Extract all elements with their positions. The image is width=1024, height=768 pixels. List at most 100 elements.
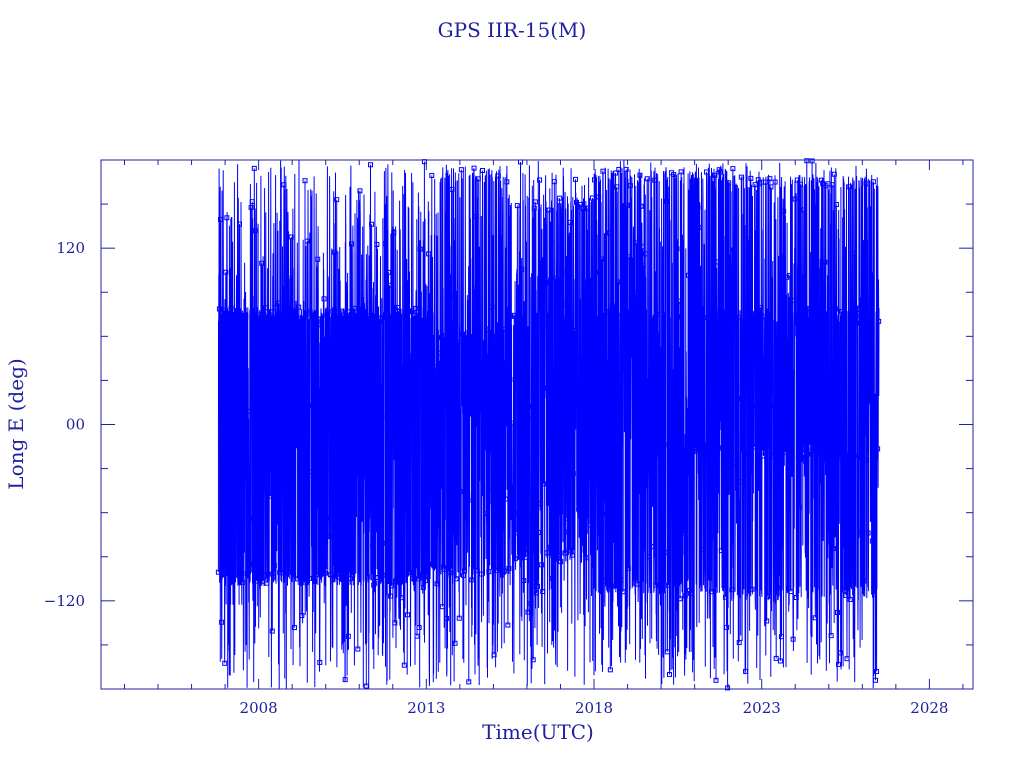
data-point <box>857 305 863 311</box>
data-point <box>556 552 562 558</box>
data-point <box>451 331 457 337</box>
data-point <box>443 333 449 339</box>
data-point <box>288 234 294 240</box>
data-point <box>417 246 423 252</box>
data-point <box>295 576 301 582</box>
data-point <box>303 381 309 387</box>
data-point <box>696 224 702 230</box>
data-point <box>347 576 353 582</box>
data-point <box>270 570 276 576</box>
data-point <box>646 554 652 560</box>
data-point <box>796 504 802 510</box>
data-point <box>633 530 639 536</box>
data-point <box>695 204 701 210</box>
data-point <box>792 196 798 202</box>
data-point <box>802 341 808 347</box>
data-point <box>335 407 341 413</box>
data-point <box>692 413 698 419</box>
data-point <box>757 304 763 310</box>
data-point <box>312 579 318 585</box>
data-point <box>772 179 778 185</box>
data-point <box>426 251 432 257</box>
data-point <box>838 650 844 656</box>
data-point <box>293 311 299 317</box>
data-point <box>532 199 538 205</box>
data-point <box>392 620 398 626</box>
data-point <box>697 358 703 364</box>
data-point <box>626 254 632 260</box>
data-point <box>345 633 351 639</box>
data-point <box>485 327 491 333</box>
data-point <box>434 581 440 587</box>
data-point <box>439 604 445 610</box>
data-point <box>284 306 290 312</box>
data-point <box>662 549 668 555</box>
data-point <box>859 529 865 535</box>
data-point <box>497 419 503 425</box>
data-point <box>433 453 439 459</box>
data-point <box>675 314 681 320</box>
data-point <box>600 168 606 174</box>
data-point <box>766 315 772 321</box>
data-point <box>391 230 397 236</box>
data-point <box>821 449 827 455</box>
data-point <box>576 506 582 512</box>
data-point <box>314 572 320 578</box>
data-point <box>364 574 370 580</box>
data-point <box>513 530 519 536</box>
data-point <box>252 228 258 234</box>
data-point <box>558 559 564 565</box>
data-point <box>242 345 248 351</box>
data-point <box>868 302 874 308</box>
data-point <box>701 315 707 321</box>
data-point <box>572 176 578 182</box>
data-point <box>296 304 302 310</box>
data-point <box>428 311 434 317</box>
data-point <box>410 575 416 581</box>
data-point <box>691 422 697 428</box>
data-point <box>480 168 485 174</box>
data-point <box>737 479 743 485</box>
data-point <box>811 266 817 272</box>
data-point <box>780 445 786 451</box>
data-point <box>619 312 625 318</box>
data-point <box>565 529 571 535</box>
data-point <box>694 448 700 454</box>
data-point <box>826 396 832 402</box>
data-point <box>781 208 787 214</box>
data-point <box>682 593 688 599</box>
data-point <box>853 320 859 326</box>
data-point <box>466 679 472 685</box>
data-point <box>767 176 773 182</box>
data-point <box>557 195 563 201</box>
data-point <box>282 316 288 322</box>
data-point <box>456 615 462 621</box>
data-point <box>304 238 310 244</box>
data-point <box>689 191 695 197</box>
data-point <box>248 205 254 211</box>
data-point <box>537 177 543 183</box>
data-point <box>481 403 487 409</box>
data-point <box>829 182 835 188</box>
data-point <box>230 437 236 443</box>
data-point <box>308 469 314 475</box>
data-point <box>666 671 672 677</box>
data-point <box>544 550 550 556</box>
data-point <box>323 515 329 521</box>
data-point <box>267 493 273 499</box>
data-point <box>232 445 238 451</box>
data-point <box>373 525 379 531</box>
data-point <box>655 453 661 459</box>
data-point <box>670 504 676 510</box>
data-point <box>616 166 622 172</box>
data-point <box>844 656 850 662</box>
data-point <box>837 454 843 460</box>
data-point <box>551 179 557 185</box>
data-point <box>560 316 566 322</box>
data-point <box>397 576 403 582</box>
data-point <box>280 570 286 576</box>
data-point <box>550 513 556 519</box>
data-point <box>791 298 797 304</box>
data-point <box>649 441 655 447</box>
data-point <box>265 571 271 577</box>
